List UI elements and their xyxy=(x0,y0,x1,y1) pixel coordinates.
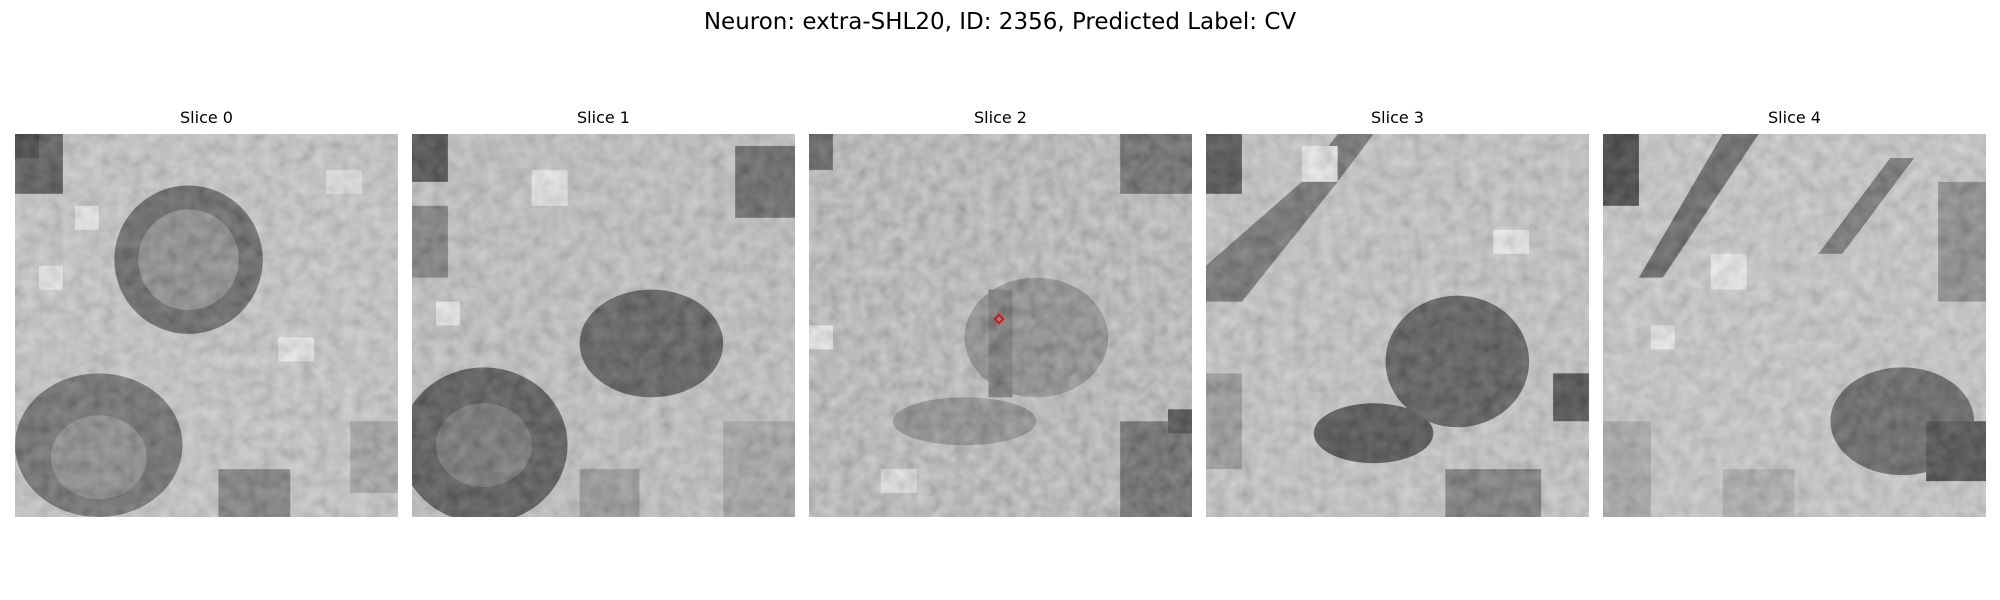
slice-image-3 xyxy=(1206,134,1589,517)
slice-image-4 xyxy=(1603,134,1986,517)
slice-title-3: Slice 3 xyxy=(1371,108,1424,127)
figure-title: Neuron: extra-SHL20, ID: 2356, Predicted… xyxy=(703,9,1297,35)
slice-title-2: Slice 2 xyxy=(974,108,1027,127)
slice-title-4: Slice 4 xyxy=(1768,108,1821,127)
slice-panel-2: Slice 2 xyxy=(809,0,1192,600)
slice-title-1: Slice 1 xyxy=(577,108,630,127)
slice-image-1 xyxy=(412,134,795,517)
slice-panel-1: Slice 1 xyxy=(412,0,795,600)
slice-image-0 xyxy=(15,134,398,517)
slice-panel-3: Slice 3 xyxy=(1206,0,1589,600)
slice-panel-4: Slice 4 xyxy=(1603,0,1986,600)
slice-image-2 xyxy=(809,134,1192,517)
slice-title-0: Slice 0 xyxy=(180,108,233,127)
slice-panel-0: Slice 0 xyxy=(15,0,398,600)
